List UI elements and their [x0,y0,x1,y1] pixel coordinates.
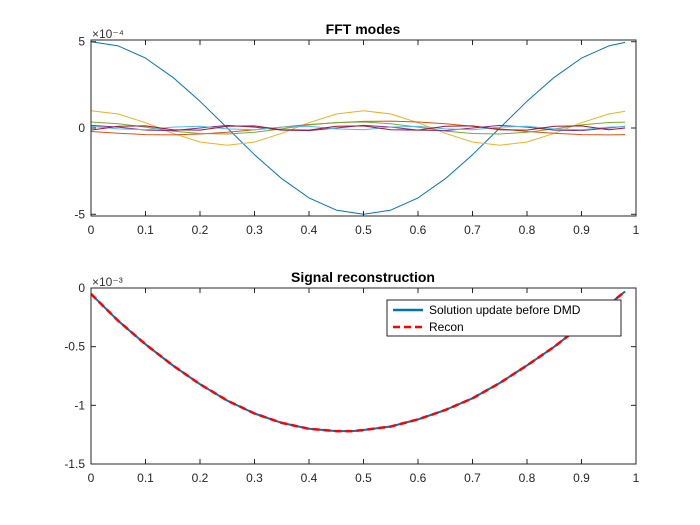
chart-title: Signal reconstruction [291,269,435,285]
y-tick-label: 0 [78,281,85,295]
x-tick-label: 0 [88,471,95,485]
x-tick-label: 0.6 [410,471,427,485]
x-tick-label: 1 [633,471,640,485]
y-tick-label: 5 [78,35,85,49]
x-tick-label: 0.1 [137,471,154,485]
series-line-1 [91,290,626,433]
legend-label: Solution update before DMD [429,303,581,317]
y-tick-label: -1 [74,398,85,412]
legend-label: Recon [429,320,464,334]
plot-area [91,40,636,216]
x-tick-label: 0.8 [519,471,536,485]
series-line-3 [91,121,626,135]
y-tick-label: -5 [74,207,85,221]
x-tick-label: 0.2 [192,471,209,485]
chart-title: FFT modes [326,21,401,37]
series-line-6 [91,125,626,131]
y-tick-label: -0.5 [64,340,85,354]
x-tick-label: 0.1 [137,223,154,237]
y-exponent-label: ×10⁻³ [92,275,123,289]
x-tick-label: 0.5 [355,223,372,237]
axes-signal-reconstruction: 0 0.1 0.2 0.3 0.4 0.5 0.6 0.7 0.8 0.9 1 -1.5 -1 -0.5 0… [64,269,639,485]
series-line-2 [91,120,626,136]
series-group [91,41,626,215]
x-tick-label: 0.7 [464,223,481,237]
x-tick-label: 0.3 [246,471,263,485]
x-tick-label: 0.4 [301,223,318,237]
x-tick-label: 0.5 [355,471,372,485]
y-tick-label: -1.5 [64,457,85,471]
x-tick-label: 0 [88,223,95,237]
x-tick-label: 0.7 [464,471,481,485]
x-tick-label: 0.4 [301,471,318,485]
x-tick-label: 1 [633,223,640,237]
x-tick-label: 0.3 [246,223,263,237]
x-tick-label: 0.2 [192,223,209,237]
y-tick-label: 0 [78,121,85,135]
x-tick-label: 0.6 [410,223,427,237]
y-exponent-label: ×10⁻⁴ [92,27,124,41]
x-tick-label: 0.9 [573,471,590,485]
legend-box [386,299,622,337]
x-tick-label: 0.8 [519,223,536,237]
series-line-1 [91,110,626,146]
series-group [91,290,626,433]
x-tick-label: 0.9 [573,223,590,237]
